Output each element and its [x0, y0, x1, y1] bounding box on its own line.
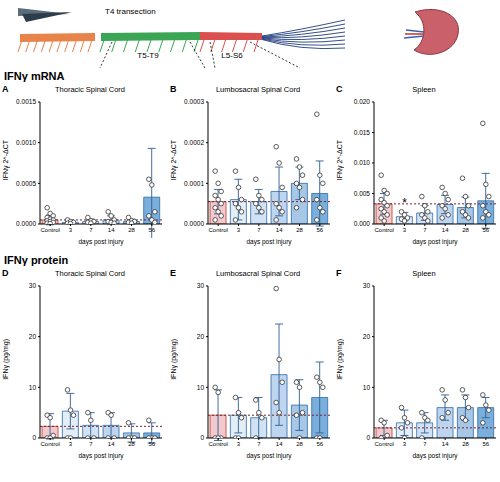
svg-text:56: 56 — [482, 441, 489, 447]
svg-text:7: 7 — [423, 441, 427, 447]
svg-text:10: 10 — [363, 384, 371, 391]
html-text:C: C — [336, 84, 343, 94]
svg-text:28: 28 — [462, 441, 469, 447]
svg-text:7: 7 — [423, 227, 427, 233]
svg-text:7: 7 — [89, 227, 93, 233]
svg-text:20: 20 — [197, 333, 205, 340]
svg-text:0.0000: 0.0000 — [184, 220, 204, 227]
svg-text:14: 14 — [108, 441, 115, 447]
svg-text:0.0003: 0.0003 — [184, 98, 204, 105]
html-text:D: D — [2, 268, 9, 278]
svg-text:3: 3 — [237, 441, 241, 447]
html-text:Spleen: Spleen — [412, 85, 436, 94]
svg-text:Control: Control — [208, 441, 227, 447]
svg-text:T5-T9: T5-T9 — [137, 51, 159, 60]
svg-text:20: 20 — [363, 333, 371, 340]
html-text:Spleen: Spleen — [412, 269, 436, 278]
svg-text:14: 14 — [442, 227, 449, 233]
svg-text:0.0015: 0.0015 — [16, 98, 36, 105]
svg-text:Control: Control — [40, 227, 59, 233]
svg-text:3: 3 — [403, 441, 407, 447]
svg-text:Control: Control — [374, 227, 393, 233]
html-text:A: A — [2, 84, 9, 94]
svg-text:14: 14 — [276, 441, 283, 447]
svg-text:56: 56 — [148, 227, 155, 233]
svg-text:0: 0 — [366, 434, 370, 441]
html-text:B: B — [170, 84, 177, 94]
svg-text:Control: Control — [374, 441, 393, 447]
html-text:IFNγ 2^-ΔCT: IFNγ 2^-ΔCT — [2, 139, 9, 181]
html-text:days post injury: days post injury — [246, 452, 292, 459]
svg-text:0.000: 0.000 — [354, 220, 371, 227]
html-text:IFNγ 2^-ΔCT: IFNγ 2^-ΔCT — [170, 139, 177, 181]
html-text:days post injury: days post injury — [412, 238, 458, 245]
svg-text:0.005: 0.005 — [354, 190, 371, 197]
svg-text:7: 7 — [89, 441, 93, 447]
svg-text:28: 28 — [128, 441, 135, 447]
html-text:IFNγ protein: IFNγ protein — [4, 254, 69, 266]
svg-text:56: 56 — [316, 227, 323, 233]
html-text:IFNγ (pg/mg): IFNγ (pg/mg) — [170, 338, 177, 380]
svg-text:7: 7 — [257, 227, 261, 233]
svg-text:28: 28 — [296, 441, 303, 447]
svg-text:0.0001: 0.0001 — [184, 180, 204, 187]
svg-text:0.015: 0.015 — [354, 129, 371, 136]
svg-text:3: 3 — [403, 227, 407, 233]
svg-text:14: 14 — [276, 227, 283, 233]
svg-text:3: 3 — [69, 441, 73, 447]
svg-text:30: 30 — [197, 282, 205, 289]
svg-text:0.020: 0.020 — [354, 98, 371, 105]
svg-text:Control: Control — [208, 227, 227, 233]
svg-text:10: 10 — [29, 384, 37, 391]
svg-text:10: 10 — [197, 384, 205, 391]
svg-text:0.0000: 0.0000 — [16, 220, 36, 227]
svg-text:0.0005: 0.0005 — [16, 180, 36, 187]
html-text:IFNγ (pg/mg): IFNγ (pg/mg) — [2, 338, 9, 380]
svg-text:0.0010: 0.0010 — [16, 139, 36, 146]
html-text:E: E — [170, 268, 176, 278]
html-text:Thoracic Spinal Cord: Thoracic Spinal Cord — [55, 269, 125, 278]
svg-text:56: 56 — [482, 227, 489, 233]
html-text:IFNγ (pg/mg): IFNγ (pg/mg) — [336, 338, 343, 380]
svg-text:20: 20 — [29, 333, 37, 340]
svg-text:0: 0 — [32, 434, 36, 441]
svg-text:0.010: 0.010 — [354, 159, 371, 166]
html-text:F: F — [336, 268, 342, 278]
html-text:IFNγ 2^-ΔCT: IFNγ 2^-ΔCT — [336, 139, 343, 181]
svg-text:3: 3 — [69, 227, 73, 233]
html-text:Lumbosacral Spinal Cord: Lumbosacral Spinal Cord — [215, 85, 301, 94]
svg-text:28: 28 — [462, 227, 469, 233]
svg-text:28: 28 — [128, 227, 135, 233]
html-text:days post injury: days post injury — [412, 452, 458, 459]
svg-text:14: 14 — [442, 441, 449, 447]
html-text:Lumbosacral Spinal Cord: Lumbosacral Spinal Cord — [215, 269, 301, 278]
svg-text:30: 30 — [29, 282, 37, 289]
svg-text:30: 30 — [363, 282, 371, 289]
svg-text:56: 56 — [148, 441, 155, 447]
svg-text:3: 3 — [237, 227, 241, 233]
html-text:days post injury: days post injury — [78, 452, 124, 459]
html-text:days post injury: days post injury — [246, 238, 292, 245]
svg-text:56: 56 — [316, 441, 323, 447]
svg-text:*: * — [402, 196, 407, 210]
html-text:days post injury: days post injury — [78, 238, 124, 245]
svg-text:T4 transection: T4 transection — [105, 7, 156, 16]
html-text:IFNγ mRNA: IFNγ mRNA — [4, 70, 65, 82]
svg-text:0.0002: 0.0002 — [184, 139, 204, 146]
svg-text:28: 28 — [296, 227, 303, 233]
svg-text:14: 14 — [108, 227, 115, 233]
svg-text:7: 7 — [257, 441, 261, 447]
svg-text:Control: Control — [40, 441, 59, 447]
html-text:Thoracic Spinal Cord: Thoracic Spinal Cord — [55, 85, 125, 94]
svg-text:L5-S6: L5-S6 — [221, 51, 243, 60]
svg-text:0: 0 — [200, 434, 204, 441]
